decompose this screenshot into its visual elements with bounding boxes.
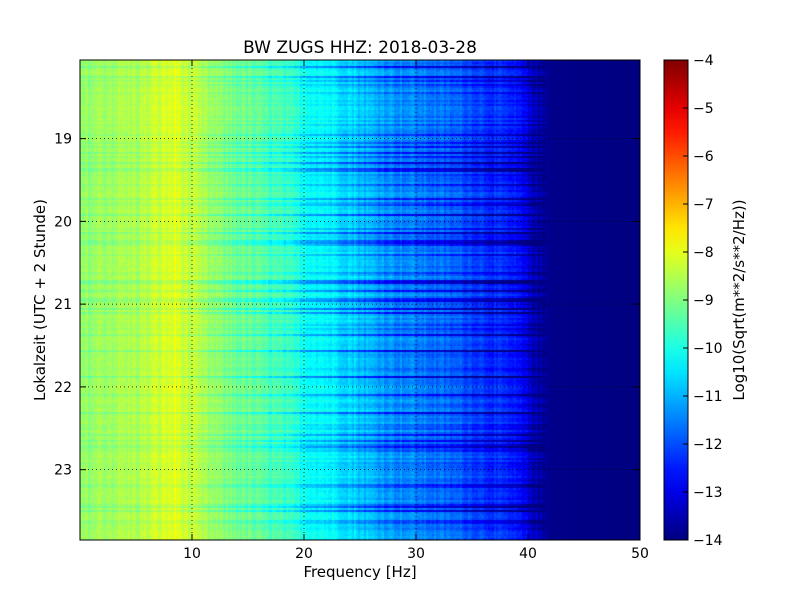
colorbar-tick-label: −14 <box>693 533 723 549</box>
y-tick-label: 19 <box>54 132 72 148</box>
y-tick-label: 21 <box>54 297 72 313</box>
chart-title: BW ZUGS HHZ: 2018-03-28 <box>243 38 477 58</box>
colorbar-tick-label: −7 <box>693 197 714 213</box>
colorbar: −4 −5 −6 −7 −8 −9 −10 −11 −12 −13 −14 <box>663 53 723 549</box>
colorbar-tick-label: −10 <box>693 341 723 357</box>
colorbar-tick-label: −4 <box>693 53 714 69</box>
x-tick-label: 40 <box>519 546 537 562</box>
y-tick-label: 20 <box>54 214 72 230</box>
colorbar-tick-label: −12 <box>693 437 723 453</box>
colorbar-label: Log10(Sqrt(m**2/s**2/Hz)) <box>730 199 748 400</box>
x-tick-label: 10 <box>183 546 201 562</box>
plot-frame <box>79 59 641 541</box>
colorbar-tick-label: −11 <box>693 389 723 405</box>
colorbar-tick-label: −8 <box>693 245 714 261</box>
x-tick-label: 50 <box>631 546 649 562</box>
colorbar-tick-label: −9 <box>693 293 714 309</box>
colorbar-tick-label: −5 <box>693 101 714 117</box>
colorbar-tick-label: −13 <box>693 485 723 501</box>
x-tick-label: 30 <box>407 546 425 562</box>
spectrogram-heatmap <box>80 60 640 540</box>
y-axis-label: Lokalzeit (UTC + 2 Stunde) <box>31 199 49 401</box>
x-axis-label: Frequency [Hz] <box>303 563 416 581</box>
plot-area: 10 20 30 40 50 19 20 21 22 23 <box>54 59 649 562</box>
y-tick-label: 22 <box>54 380 72 396</box>
colorbar-tick-label: −6 <box>693 149 714 165</box>
y-tick-label: 23 <box>54 463 72 479</box>
x-tick-label: 20 <box>295 546 313 562</box>
